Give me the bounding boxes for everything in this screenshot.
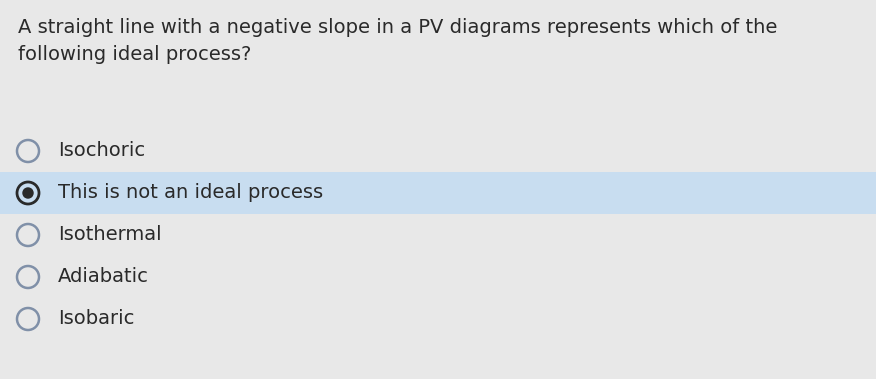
- Text: Isobaric: Isobaric: [58, 310, 134, 329]
- Text: A straight line with a negative slope in a PV diagrams represents which of the
f: A straight line with a negative slope in…: [18, 18, 777, 64]
- Text: Isothermal: Isothermal: [58, 226, 162, 244]
- Text: Adiabatic: Adiabatic: [58, 268, 149, 287]
- Text: Isochoric: Isochoric: [58, 141, 145, 160]
- FancyBboxPatch shape: [0, 172, 876, 214]
- Ellipse shape: [22, 187, 33, 199]
- Text: This is not an ideal process: This is not an ideal process: [58, 183, 323, 202]
